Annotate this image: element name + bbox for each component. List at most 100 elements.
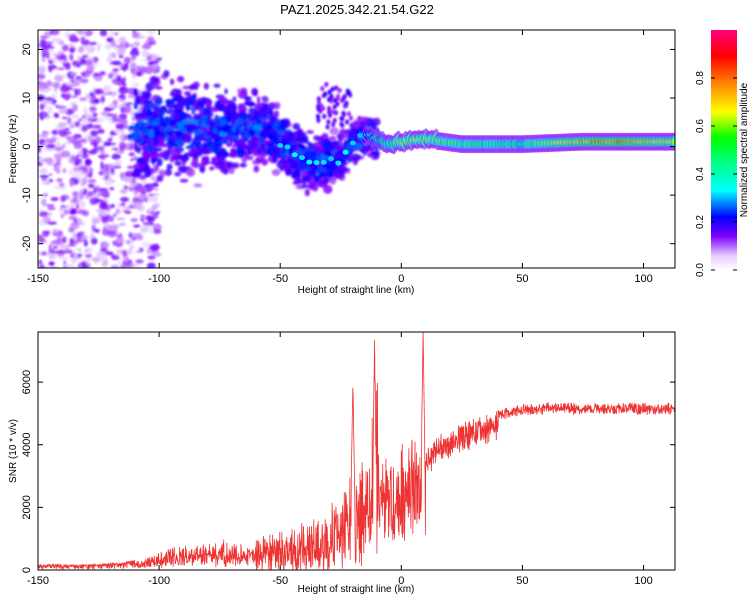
spectrogram-cell [124, 102, 132, 107]
spectrogram-cell [327, 112, 332, 118]
spectrogram-cell [79, 46, 85, 49]
spectrogram-cell [46, 51, 50, 60]
spectrogram-y-axis-title: Frequency (Hz) [8, 115, 19, 184]
spectrogram-cell [129, 245, 135, 249]
spectrogram-cell [293, 169, 301, 178]
spectrogram-cell [51, 53, 62, 56]
spectrogram-cell [117, 236, 121, 239]
colorbar-tick-label: 0.0 [695, 263, 706, 277]
spectrogram-cell [101, 215, 109, 224]
spectrogram-cell [308, 185, 314, 190]
spectrogram-ridge-knot [284, 144, 291, 150]
spectrogram-cell [326, 97, 331, 103]
spectrogram-cell [38, 134, 44, 138]
spectrogram-cell [176, 121, 185, 129]
spectrogram-cell [128, 152, 135, 157]
spectrogram-cell [166, 163, 173, 170]
spectrogram-cell [58, 107, 68, 114]
spectrogram-cell [243, 101, 250, 106]
spectrogram-cell [147, 146, 154, 151]
spectrogram-cell [112, 68, 119, 72]
spectrogram-ridge-knot [342, 149, 349, 155]
spectrogram-cell [60, 213, 65, 219]
spectrogram-cell [205, 124, 210, 128]
spectrogram-cell [115, 208, 121, 215]
spectrogram-cell [119, 263, 129, 268]
spectrogram-cell [39, 39, 47, 46]
spectrogram-cell [119, 141, 126, 146]
spectrogram-cell [133, 156, 138, 161]
spectrogram-cell [82, 151, 87, 156]
snr-x-tick-label: 100 [634, 575, 652, 587]
spectrogram-cell [107, 215, 115, 223]
spectrogram-cell [51, 94, 58, 98]
spectrogram-cell [61, 44, 69, 52]
spectrogram-cell [193, 183, 203, 188]
spectrogram-cell [326, 167, 330, 173]
spectrogram-cell [114, 159, 123, 164]
spectrogram-cell [360, 116, 367, 122]
spectrogram-cell [46, 162, 56, 166]
spectrogram-cell [102, 227, 109, 236]
spectrogram-cell [124, 255, 129, 263]
spectrogram-cell [331, 122, 336, 128]
spectrogram-cell [206, 131, 213, 137]
spectrogram-cell [151, 182, 159, 188]
spectrogram-cell [127, 94, 135, 99]
spectrogram-cell [60, 205, 67, 208]
spectrogram-cell [130, 158, 134, 162]
snr-x-tick-label: 50 [516, 575, 528, 587]
spectrogram-cell [208, 166, 215, 171]
spectrogram-cell [65, 82, 74, 87]
spectrogram-cell [152, 193, 160, 196]
spectrogram-cell [201, 156, 210, 161]
spectrogram-cell [203, 82, 210, 90]
spectrogram-cell [181, 157, 186, 167]
spectrogram-cell [248, 107, 258, 113]
spectrogram-cell [201, 147, 212, 155]
spectrogram-cell [302, 176, 309, 181]
spectrogram-cell [142, 222, 148, 226]
spectrogram-ridge-knot [313, 160, 320, 166]
spectrogram-cell [100, 111, 108, 116]
spectrogram-cell [52, 245, 59, 249]
spectrogram-cell [71, 104, 78, 112]
spectrogram-cell [116, 217, 126, 221]
spectrogram-cell [273, 110, 280, 118]
spectrogram-cell [131, 75, 136, 80]
spectrogram-cell [135, 99, 145, 105]
spectrogram-cell [46, 80, 52, 87]
spectrogram-cell [123, 56, 131, 65]
spectrogram-cell [91, 124, 102, 129]
snr-y-tick-label: 2000 [21, 495, 33, 519]
spectrogram-cell [110, 113, 118, 119]
spectrogram-cell [70, 259, 78, 264]
spectrogram-cell [370, 151, 381, 156]
spectrogram-cell [86, 64, 95, 71]
spectrogram-cell [53, 229, 60, 234]
spectrogram-cell [138, 194, 148, 201]
spectrogram-cell [267, 124, 273, 132]
spectrogram-cell [81, 118, 91, 124]
spectrogram-cell [131, 53, 137, 61]
spectrogram-cell [318, 171, 328, 178]
spectrogram-cell [43, 132, 48, 140]
spectrogram-cell [140, 158, 147, 162]
spectrogram-cell [51, 56, 58, 64]
spectrogram-cell [136, 147, 141, 151]
spectrogram-cell [73, 142, 83, 149]
spectrogram-cell [292, 123, 301, 130]
spectrogram-cell [300, 184, 310, 189]
spectrogram-cell [226, 142, 233, 148]
spectrogram-cell [93, 76, 101, 80]
spectrogram-cell [47, 213, 51, 219]
spectrogram-cell [183, 132, 193, 136]
spectrogram-cell [38, 65, 47, 74]
spectrogram-cell [126, 239, 131, 245]
spectrogram-cell [70, 95, 78, 98]
spectrogram-cell [48, 252, 57, 260]
spectrogram-cell [44, 32, 49, 38]
spectrogram-cell [106, 58, 112, 61]
spectrogram-cell [329, 127, 339, 135]
spectrogram-cell [226, 161, 232, 168]
